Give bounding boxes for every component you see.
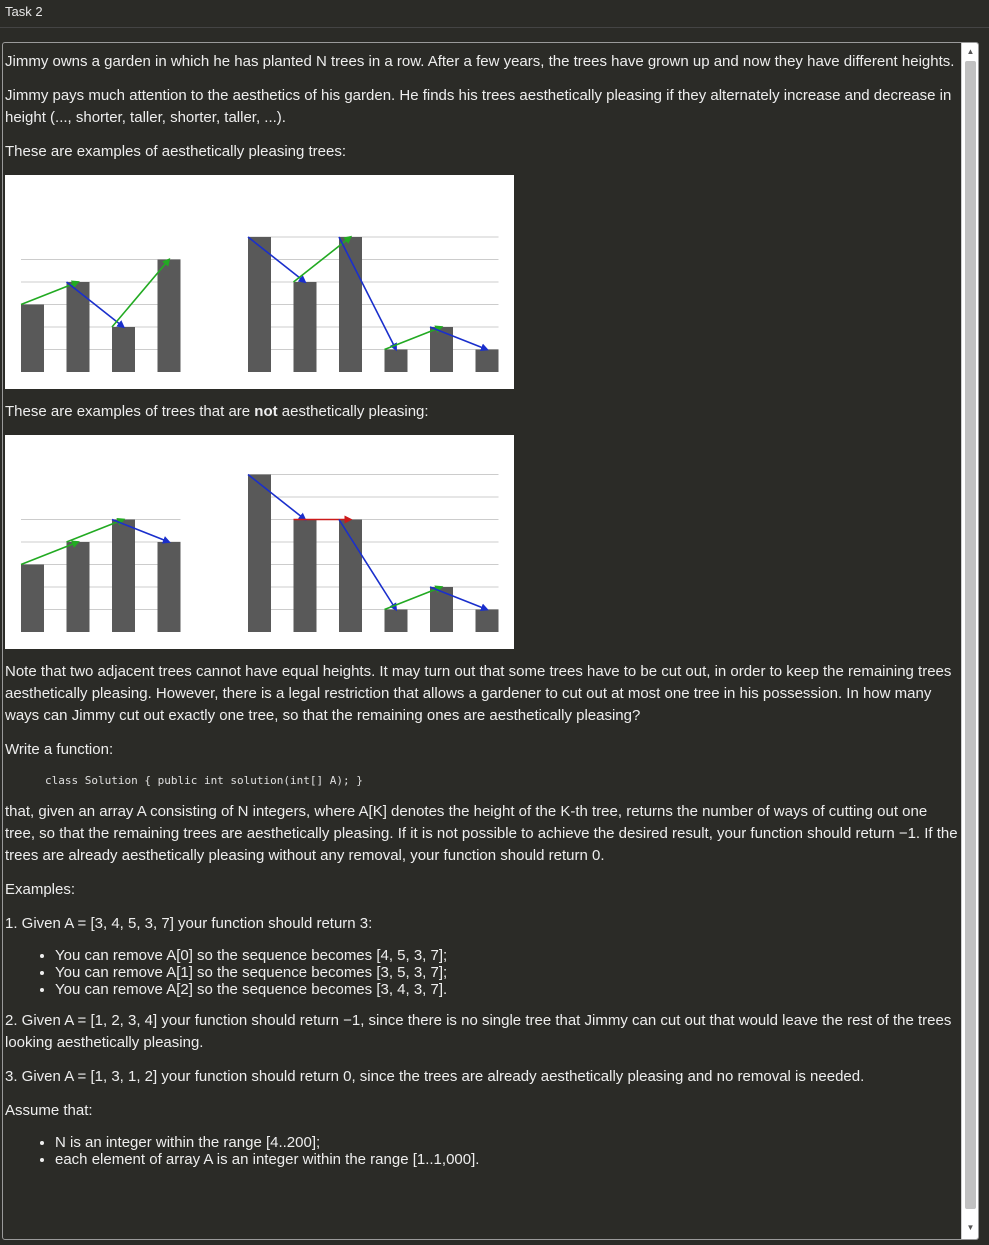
trend-arrow [429, 586, 489, 612]
tree-bar [430, 327, 453, 372]
tree-bar [66, 282, 90, 372]
list-item: N is an integer within the range [4..200… [55, 1134, 960, 1151]
paragraph-pleasing-examples: These are examples of aesthetically plea… [5, 143, 347, 160]
task-title: Task 2 [5, 4, 43, 19]
tree-bar [66, 542, 90, 632]
tree-bar [430, 587, 453, 632]
tree-bar [157, 542, 181, 632]
trend-arrow [338, 236, 397, 352]
assume-heading: Assume that: [5, 1102, 93, 1119]
tree-bar [248, 474, 271, 632]
tree-bar [112, 327, 135, 372]
examples-heading: Examples: [5, 881, 76, 898]
trend-arrow [293, 235, 353, 283]
task-description: Jimmy owns a garden in which he has plan… [5, 51, 960, 1180]
tree-bar [21, 564, 44, 632]
trend-arrow [384, 325, 444, 351]
paragraph-not-pleasing-examples: These are examples of trees that are not… [5, 401, 960, 423]
not-pleasing-chart-2 [247, 473, 499, 632]
trend-arrow [247, 473, 307, 521]
scroll-up-icon[interactable]: ▲ [966, 47, 975, 56]
tree-bar [112, 519, 135, 632]
pleasing-trees-figure [5, 175, 514, 389]
trend-arrow [66, 517, 126, 543]
paragraph-write-function: Write a function: [5, 741, 114, 758]
tree-bar [339, 237, 362, 372]
not-pleasing-trees-figure [5, 435, 514, 649]
scroll-thumb[interactable] [965, 61, 976, 1209]
list-item: each element of array A is an integer wi… [55, 1151, 960, 1168]
example-3: 3. Given A = [1, 3, 1, 2] your function … [5, 1068, 865, 1085]
trend-arrow [429, 326, 489, 352]
pleasing-chart-1 [20, 257, 181, 372]
not-pleasing-text-1: These are examples of trees that are [5, 403, 255, 420]
task-description-panel[interactable]: Jimmy owns a garden in which he has plan… [2, 42, 979, 1240]
tree-bar [21, 304, 44, 372]
not-pleasing-text-2: aesthetically pleasing: [277, 403, 429, 420]
assumptions-list: N is an integer within the range [4..200… [5, 1134, 960, 1168]
not-pleasing-emphasis: not [254, 403, 278, 420]
trend-arrow [111, 518, 171, 544]
example-1-list: You can remove A[0] so the sequence beco… [5, 947, 960, 998]
trend-arrow [66, 281, 126, 329]
trend-arrow [111, 257, 171, 328]
list-item: You can remove A[0] so the sequence beco… [55, 947, 960, 964]
example-1: 1. Given A = [3, 4, 5, 3, 7] your functi… [5, 915, 373, 932]
trend-arrow [247, 236, 307, 284]
trend-arrow [20, 280, 80, 306]
paragraph-aesthetics: Jimmy pays much attention to the aesthet… [5, 87, 952, 126]
pleasing-chart-2 [247, 235, 499, 372]
paragraph-intro: Jimmy owns a garden in which he has plan… [5, 53, 955, 70]
tree-bar [384, 349, 408, 372]
function-signature: class Solution { public int solution(int… [45, 774, 363, 787]
not-pleasing-chart-1 [20, 517, 181, 632]
tree-bar [157, 259, 181, 372]
tree-bar [475, 349, 499, 372]
title-bar: Task 2 [0, 0, 989, 28]
list-item: You can remove A[1] so the sequence beco… [55, 964, 960, 981]
tree-bar [293, 519, 317, 632]
tree-bar [384, 609, 408, 632]
tree-bar [293, 282, 317, 372]
paragraph-note: Note that two adjacent trees cannot have… [5, 663, 952, 724]
scroll-down-icon[interactable]: ▼ [966, 1223, 975, 1232]
example-2: 2. Given A = [1, 2, 3, 4] your function … [5, 1012, 952, 1051]
vertical-scrollbar[interactable]: ▲ ▼ [961, 43, 978, 1239]
list-item: You can remove A[2] so the sequence beco… [55, 981, 960, 998]
tree-bar [248, 237, 271, 372]
paragraph-spec: that, given an array A consisting of N i… [5, 803, 958, 864]
tree-bar [475, 609, 499, 632]
trend-arrow [384, 585, 444, 611]
trend-arrow [20, 540, 80, 566]
trend-arrow [338, 519, 398, 612]
